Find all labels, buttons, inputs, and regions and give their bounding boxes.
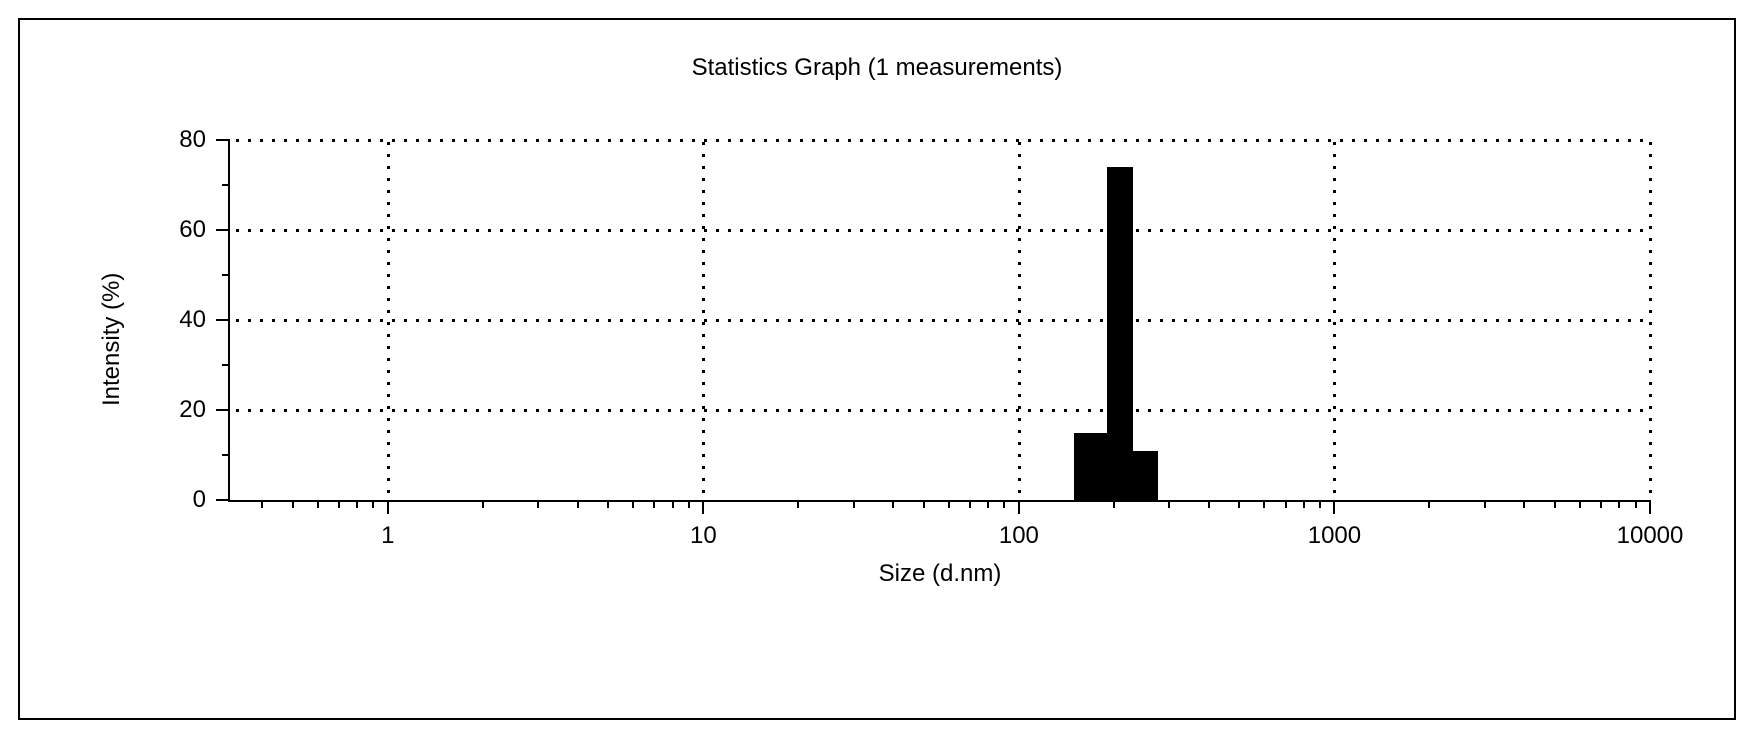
y-tick-label: 40 <box>146 306 206 334</box>
y-axis-line <box>228 140 230 502</box>
y-tick <box>216 229 230 231</box>
x-minor-tick <box>948 500 950 508</box>
x-minor-tick <box>356 500 358 508</box>
x-tick <box>387 500 389 514</box>
y-tick <box>216 319 230 321</box>
y-tick-label: 80 <box>146 126 206 154</box>
y-tick <box>216 409 230 411</box>
x-minor-tick <box>987 500 989 508</box>
x-minor-tick <box>1523 500 1525 508</box>
x-minor-tick <box>1484 500 1486 508</box>
x-minor-tick <box>1208 500 1210 508</box>
x-minor-tick <box>853 500 855 508</box>
y-tick <box>216 499 230 501</box>
y-tick-label: 0 <box>146 486 206 514</box>
x-tick-label: 1 <box>328 522 448 550</box>
chart-title: Statistics Graph (1 measurements) <box>20 54 1734 82</box>
histogram-bar <box>1107 167 1133 500</box>
x-minor-tick <box>1303 500 1305 508</box>
x-tick-label: 100 <box>959 522 1079 550</box>
x-minor-tick <box>372 500 374 508</box>
x-axis-line <box>228 500 1650 502</box>
y-axis-label: Intensity (%) <box>98 272 126 405</box>
y-minor-tick <box>222 274 230 276</box>
x-minor-tick <box>577 500 579 508</box>
x-minor-tick <box>1554 500 1556 508</box>
x-minor-tick <box>892 500 894 508</box>
y-tick-label: 20 <box>146 396 206 424</box>
x-tick <box>1333 500 1335 514</box>
x-minor-tick <box>1238 500 1240 508</box>
x-minor-tick <box>338 500 340 508</box>
x-minor-tick <box>1263 500 1265 508</box>
y-minor-tick <box>222 364 230 366</box>
x-tick-label: 10 <box>643 522 763 550</box>
x-minor-tick <box>1635 500 1637 508</box>
x-minor-tick <box>1113 500 1115 508</box>
x-minor-tick <box>672 500 674 508</box>
x-minor-tick <box>923 500 925 508</box>
x-minor-tick <box>1003 500 1005 508</box>
x-minor-tick <box>1285 500 1287 508</box>
x-minor-tick <box>292 500 294 508</box>
x-minor-tick <box>537 500 539 508</box>
y-tick-label: 60 <box>146 216 206 244</box>
x-minor-tick <box>1618 500 1620 508</box>
x-axis-label: Size (d.nm) <box>230 560 1650 588</box>
x-minor-tick <box>261 500 263 508</box>
x-minor-tick <box>1579 500 1581 508</box>
x-minor-tick <box>797 500 799 508</box>
x-tick-label: 1000 <box>1274 522 1394 550</box>
histogram-bar <box>1074 433 1106 501</box>
x-minor-tick <box>1168 500 1170 508</box>
x-minor-tick <box>969 500 971 508</box>
x-tick <box>1018 500 1020 514</box>
x-minor-tick <box>317 500 319 508</box>
chart-frame: Statistics Graph (1 measurements) Intens… <box>18 18 1736 720</box>
y-minor-tick <box>222 184 230 186</box>
x-tick-label: 10000 <box>1590 522 1710 550</box>
x-minor-tick <box>653 500 655 508</box>
y-minor-tick <box>222 454 230 456</box>
y-tick <box>216 139 230 141</box>
x-minor-tick <box>1600 500 1602 508</box>
x-minor-tick <box>1319 500 1321 508</box>
x-minor-tick <box>688 500 690 508</box>
x-minor-tick <box>1428 500 1430 508</box>
x-tick <box>1649 500 1651 514</box>
x-minor-tick <box>607 500 609 508</box>
x-minor-tick <box>632 500 634 508</box>
x-tick <box>702 500 704 514</box>
x-minor-tick <box>482 500 484 508</box>
histogram-bar <box>1133 451 1157 501</box>
